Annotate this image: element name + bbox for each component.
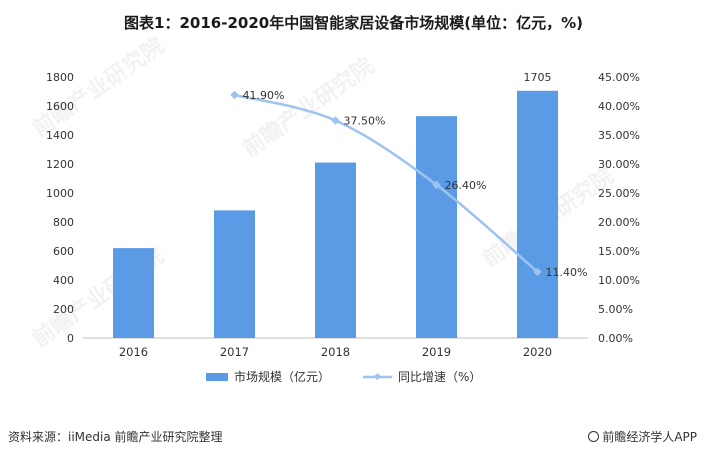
- line-point: [230, 90, 239, 100]
- source-note: 资料来源：iiMedia 前瞻产业研究院整理: [8, 430, 223, 444]
- brand-label: 前瞻经济学人APP: [602, 430, 697, 444]
- line-data-label: 37.50%: [344, 115, 386, 128]
- y-left-tick-label: 1400: [46, 129, 74, 142]
- legend-line-marker: [373, 373, 381, 381]
- y-right-tick-label: 35.00%: [598, 129, 640, 142]
- line-point: [331, 116, 340, 125]
- legend-line-label: 同比增速（%）: [398, 370, 481, 384]
- brand: 前瞻经济学人APP: [588, 428, 697, 445]
- x-tick-label: 2017: [220, 345, 249, 359]
- brand-logo-icon: [588, 431, 600, 442]
- y-right-tick-label: 25.00%: [598, 187, 640, 200]
- y-left-tick-label: 600: [53, 245, 74, 258]
- y-right-tick-label: 0.00%: [598, 332, 633, 345]
- y-right-tick-label: 5.00%: [598, 303, 633, 316]
- line-point: [432, 180, 441, 190]
- line-point: [533, 267, 542, 277]
- x-tick-label: 2018: [321, 345, 350, 359]
- chart-title: 图表1：2016-2020年中国智能家居设备市场规模(单位：亿元，%): [124, 14, 583, 32]
- bar: [517, 90, 558, 339]
- y-left-tick-label: 1600: [46, 100, 74, 113]
- y-right-tick-label: 10.00%: [598, 274, 640, 287]
- x-tick-label: 2016: [119, 345, 148, 359]
- y-right-tick-label: 45.00%: [598, 71, 640, 84]
- x-tick-label: 2020: [523, 345, 552, 359]
- line-data-label: 11.40%: [546, 266, 588, 279]
- bar: [315, 162, 356, 338]
- y-right-tick-label: 40.00%: [598, 100, 640, 113]
- y-right-tick-label: 15.00%: [598, 245, 640, 258]
- y-left-tick-label: 1800: [46, 71, 74, 84]
- x-tick-label: 2019: [422, 345, 451, 359]
- bar: [113, 248, 154, 338]
- bar: [416, 116, 457, 339]
- series-line: [234, 93, 539, 273]
- y-right-tick-label: 20.00%: [598, 216, 640, 229]
- legend-bar-swatch: [206, 373, 228, 381]
- line-data-label: 41.90%: [243, 89, 285, 102]
- legend-bar-label: 市场规模（亿元）: [234, 369, 330, 384]
- y-left-tick-label: 0: [67, 332, 74, 345]
- line-data-label: 26.40%: [445, 179, 487, 192]
- y-left-tick-label: 1200: [46, 158, 74, 171]
- y-left-tick-label: 800: [53, 216, 74, 229]
- bar: [214, 210, 255, 338]
- y-left-tick-label: 200: [53, 303, 74, 316]
- y-left-tick-label: 1000: [46, 187, 74, 200]
- bar-data-label: 1705: [524, 71, 552, 84]
- y-left-tick-label: 400: [53, 274, 74, 287]
- y-right-tick-label: 30.00%: [598, 158, 640, 171]
